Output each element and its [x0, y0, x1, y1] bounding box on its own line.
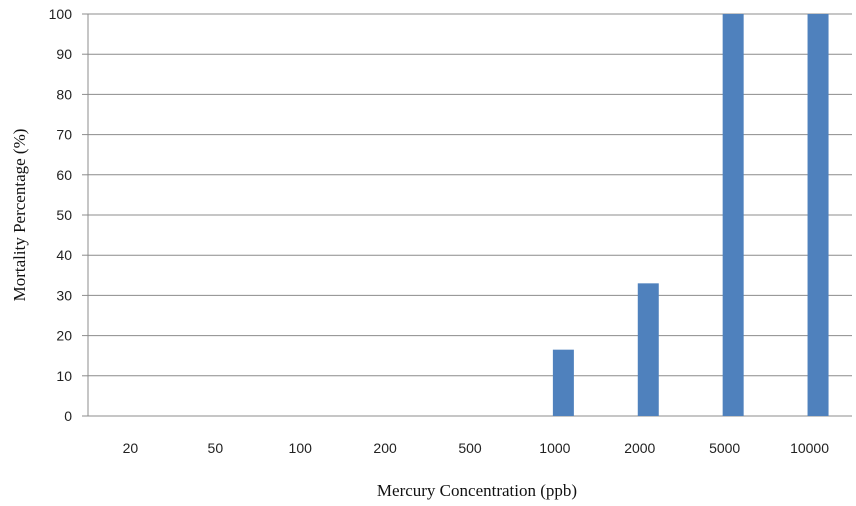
bar-5000: [722, 14, 744, 416]
y-tick-label-80: 80: [56, 86, 72, 102]
y-tick-label-30: 30: [56, 287, 72, 303]
x-tick-label-500: 500: [458, 440, 482, 456]
x-tick-label-10000: 10000: [790, 440, 829, 456]
bars: [552, 14, 829, 416]
x-tick-label-100: 100: [289, 440, 313, 456]
x-tick-label-50: 50: [208, 440, 224, 456]
y-tick-label-60: 60: [56, 167, 72, 183]
y-tick-label-10: 10: [56, 368, 72, 384]
x-tick-label-1000: 1000: [539, 440, 570, 456]
x-tick-label-20: 20: [123, 440, 139, 456]
x-axis-title: Mercury Concentration (ppb): [377, 481, 577, 500]
y-tick-label-50: 50: [56, 207, 72, 223]
x-tick-label-5000: 5000: [709, 440, 740, 456]
y-tick-label-90: 90: [56, 46, 72, 62]
y-tick-label-40: 40: [56, 247, 72, 263]
bar-2000: [637, 283, 659, 416]
y-axis-title: Mortality Percentage (%): [10, 129, 29, 302]
x-tick-label-2000: 2000: [624, 440, 655, 456]
y-tick-label-70: 70: [56, 127, 72, 143]
y-axis-ticks: 0 10 20 30 40 50 60 70 80 90 100: [49, 6, 73, 424]
x-tick-label-200: 200: [373, 440, 397, 456]
y-tick-label-100: 100: [49, 6, 73, 22]
x-axis-ticks: 20 50 100 200 500 1000 2000 5000 10000: [123, 440, 830, 456]
bar-10000: [807, 14, 829, 416]
bar-1000: [552, 349, 574, 416]
y-tick-label-0: 0: [64, 408, 72, 424]
y-tick-label-20: 20: [56, 328, 72, 344]
